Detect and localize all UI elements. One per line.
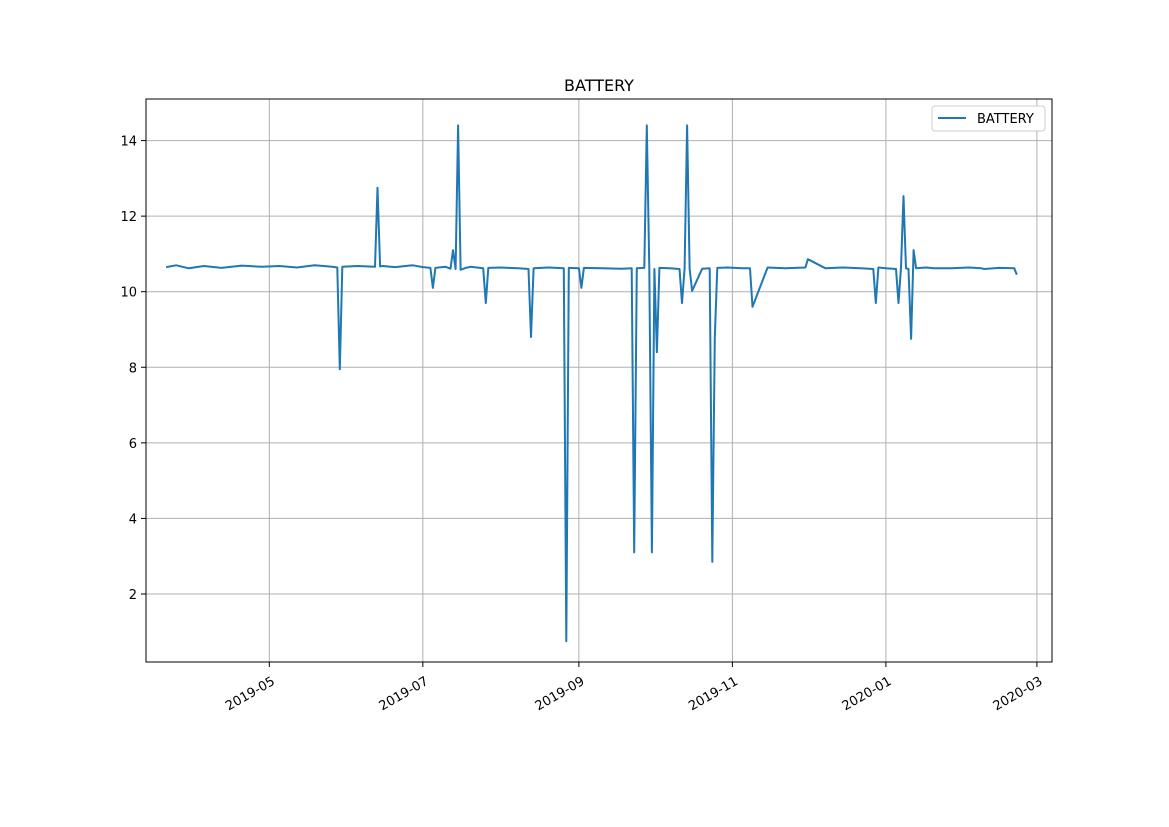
y-tick-label-6: 14: [120, 135, 137, 150]
x-tick-label-0: 2019-05: [223, 674, 278, 714]
y-tick-label-5: 12: [120, 210, 137, 225]
plot-frame: [145, 98, 1053, 663]
x-tick-label-5: 2020-03: [991, 674, 1046, 714]
y-tick-label-2: 6: [129, 437, 137, 452]
x-tick-label-1: 2019-07: [377, 674, 432, 714]
y-tick-label-1: 4: [129, 512, 137, 527]
grid-layer: [146, 99, 1052, 662]
series-line-battery: [165, 124, 1018, 643]
legend: BATTERY: [931, 105, 1046, 132]
legend-box: [931, 105, 1046, 132]
x-tick-label-2: 2019-09: [533, 674, 588, 714]
x-tick-label-4: 2020-01: [840, 674, 895, 714]
series-layer: [165, 124, 1018, 643]
y-tick-label-4: 10: [120, 286, 137, 301]
chart-title: BATTERY: [564, 76, 634, 95]
y-tick-label-0: 2: [129, 588, 137, 603]
legend-label-battery: BATTERY: [977, 112, 1034, 127]
ticks-layer: 2019-05 2019-07 2019-09 2019-11 2020-01 2020-…: [120, 135, 1045, 715]
x-tick-label-3: 2019-11: [686, 674, 741, 714]
y-tick-label-3: 8: [129, 361, 137, 376]
